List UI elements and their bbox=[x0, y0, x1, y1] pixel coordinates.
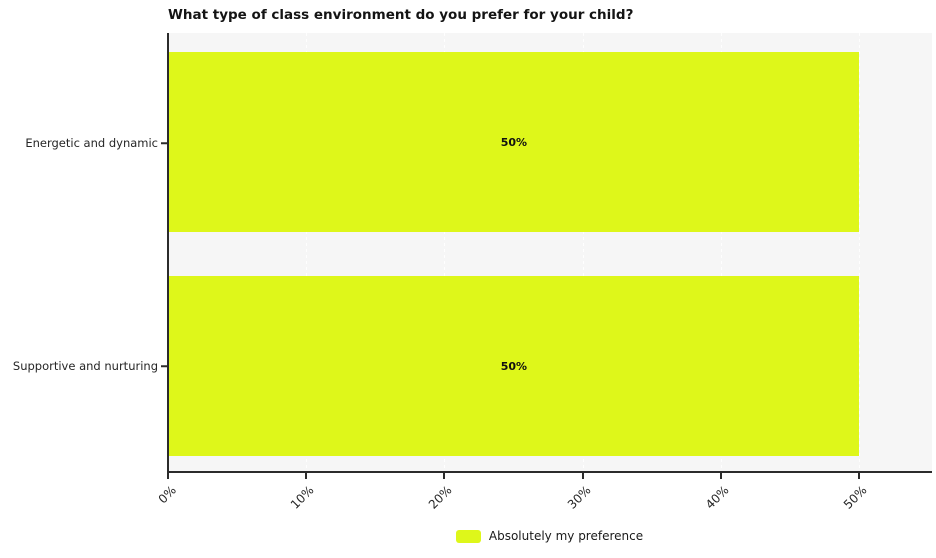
gridline-50pct bbox=[859, 33, 860, 471]
y-axis-label-supportive: Supportive and nurturing bbox=[12, 359, 158, 373]
gridline-40pct bbox=[721, 33, 722, 471]
gridline-20pct bbox=[444, 33, 445, 471]
x-axis-tick-50: 50% bbox=[841, 483, 870, 512]
x-axis-tick-0: 0% bbox=[155, 483, 179, 507]
y-tick-mark bbox=[161, 365, 167, 367]
y-axis-label-energetic: Energetic and dynamic bbox=[25, 136, 158, 150]
bar-energetic-and-dynamic: 50% bbox=[169, 52, 859, 232]
x-axis-tick-30: 30% bbox=[565, 483, 594, 512]
legend-label: Absolutely my preference bbox=[488, 529, 644, 543]
bar-supportive-and-nurturing: 50% bbox=[169, 276, 859, 456]
x-tick-mark bbox=[720, 473, 722, 479]
x-axis-tick-40: 40% bbox=[703, 483, 732, 512]
bar-value-label: 50% bbox=[500, 135, 528, 149]
x-axis-tick-10: 10% bbox=[288, 483, 317, 512]
bar-value-label: 50% bbox=[500, 359, 528, 373]
legend: Absolutely my preference bbox=[167, 529, 932, 543]
x-tick-mark bbox=[167, 473, 169, 479]
gridline-30pct bbox=[583, 33, 584, 471]
x-axis-tick-20: 20% bbox=[426, 483, 455, 512]
x-tick-mark bbox=[305, 473, 307, 479]
x-tick-mark bbox=[443, 473, 445, 479]
chart-title: What type of class environment do you pr… bbox=[168, 7, 634, 23]
legend-swatch-icon bbox=[455, 529, 481, 543]
x-tick-mark bbox=[582, 473, 584, 479]
x-tick-mark bbox=[858, 473, 860, 479]
plot-area: 50% 50% bbox=[167, 33, 932, 473]
y-tick-mark bbox=[161, 142, 167, 144]
gridline-10pct bbox=[306, 33, 307, 471]
